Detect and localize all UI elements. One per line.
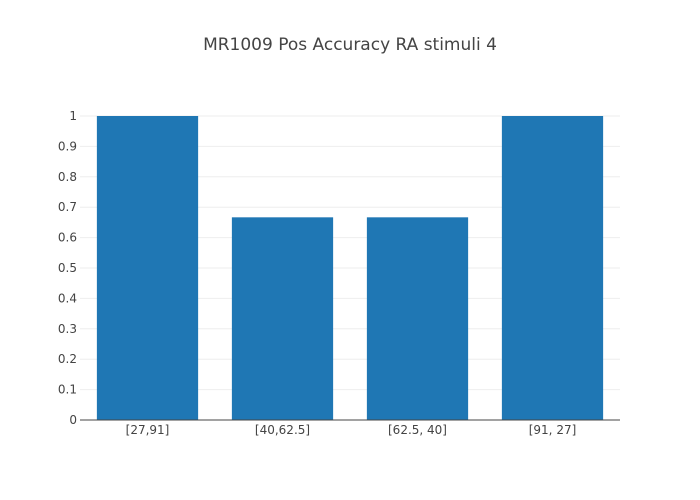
y-tick-label: 0.9 bbox=[58, 139, 77, 153]
x-tick-label: [91, 27] bbox=[529, 423, 577, 437]
y-tick-label: 0.4 bbox=[58, 291, 77, 305]
bar[interactable] bbox=[366, 217, 469, 420]
x-tick-label: [27,91] bbox=[126, 423, 170, 437]
bar[interactable] bbox=[96, 116, 199, 420]
y-tick-label: 0 bbox=[69, 413, 77, 427]
y-tick-label: 0.8 bbox=[58, 170, 77, 184]
y-tick-label: 1 bbox=[69, 109, 77, 123]
y-tick-label: 0.5 bbox=[58, 261, 77, 275]
x-tick-labels: [27,91] [40,62.5] [62.5, 40] [91, 27] bbox=[126, 423, 577, 437]
y-tick-label: 0.1 bbox=[58, 383, 77, 397]
y-tick-label: 0.2 bbox=[58, 352, 77, 366]
y-tick-labels: 0 0.1 0.2 0.3 0.4 0.5 0.6 0.7 0.8 0.9 1 bbox=[58, 109, 77, 427]
bar[interactable] bbox=[231, 217, 334, 420]
x-tick-label: [40,62.5] bbox=[255, 423, 310, 437]
y-tick-label: 0.6 bbox=[58, 231, 77, 245]
y-tick-label: 0.7 bbox=[58, 200, 77, 214]
chart-title: MR1009 Pos Accuracy RA stimuli 4 bbox=[203, 35, 497, 55]
bar[interactable] bbox=[501, 116, 604, 420]
y-tick-label: 0.3 bbox=[58, 322, 77, 336]
x-tick-label: [62.5, 40] bbox=[388, 423, 447, 437]
bars bbox=[96, 116, 604, 420]
